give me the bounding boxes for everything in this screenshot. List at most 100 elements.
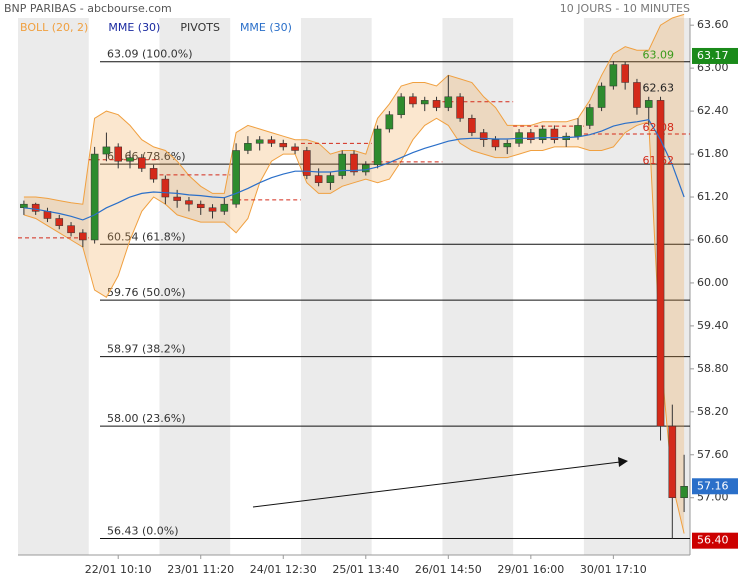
candle-body bbox=[126, 157, 134, 162]
candle-body bbox=[232, 150, 240, 205]
candle-body bbox=[338, 153, 346, 176]
y-tick-label: 60.60 bbox=[697, 233, 729, 246]
y-tick-label: 57.60 bbox=[697, 448, 729, 461]
fibonacci-label: 59.76 (50.0%) bbox=[107, 286, 186, 299]
price-box-label: 63.17 bbox=[697, 49, 729, 62]
candle-body bbox=[491, 139, 500, 148]
candle-body bbox=[90, 153, 99, 241]
price-box bbox=[692, 478, 738, 495]
price-box-label: 56.40 bbox=[697, 534, 729, 547]
candle-body bbox=[79, 232, 87, 241]
price-label: 61.62 bbox=[643, 154, 675, 167]
candle-body bbox=[385, 114, 394, 130]
bollinger-lower bbox=[23, 117, 685, 534]
candle-body bbox=[680, 486, 688, 498]
price-label: 62.08 bbox=[643, 121, 675, 134]
x-tick-label: 29/01 16:00 bbox=[497, 563, 564, 576]
x-tick-label: 24/01 12:30 bbox=[250, 563, 317, 576]
y-tick-label: 59.40 bbox=[697, 319, 729, 332]
day-band bbox=[159, 18, 231, 555]
candle-body bbox=[114, 146, 122, 162]
candle-body bbox=[31, 203, 40, 212]
candle-body bbox=[609, 64, 618, 87]
candle-body bbox=[633, 82, 641, 108]
candle-body bbox=[255, 139, 264, 144]
legend-entry: BOLL (20, 2) bbox=[20, 21, 88, 34]
annotation-arrow bbox=[252, 461, 621, 508]
candle-body bbox=[644, 100, 653, 108]
candle-body bbox=[373, 128, 382, 166]
candle-body bbox=[220, 203, 229, 212]
fibonacci-label: 63.09 (100.0%) bbox=[107, 48, 193, 61]
candle-body bbox=[279, 143, 288, 148]
x-tick-label: 26/01 14:50 bbox=[415, 563, 482, 576]
candle-body bbox=[409, 96, 417, 105]
day-band bbox=[300, 18, 372, 555]
fibonacci-label: 58.00 (23.6%) bbox=[107, 412, 186, 425]
y-tick-label: 61.20 bbox=[697, 190, 729, 203]
candle-body bbox=[362, 164, 370, 173]
candle-body bbox=[656, 100, 665, 427]
chart-title: BNP PARIBAS - abcbourse.com bbox=[4, 2, 172, 15]
candle-body bbox=[420, 100, 429, 105]
candle-body bbox=[550, 128, 559, 140]
candle-body bbox=[432, 100, 441, 108]
legend-entry: PIVOTS bbox=[180, 21, 220, 34]
candle-body bbox=[138, 157, 146, 169]
candle-body bbox=[621, 64, 629, 83]
x-tick-label: 23/01 11:20 bbox=[167, 563, 234, 576]
candle-body bbox=[196, 203, 205, 209]
fibonacci-label: 56.43 (0.0%) bbox=[107, 525, 179, 538]
legend-entry: MME (30) bbox=[108, 21, 160, 34]
candle-body bbox=[303, 150, 311, 176]
price-box-label: 57.16 bbox=[697, 479, 729, 492]
candle-body bbox=[267, 139, 276, 144]
legend-entry: MME (30) bbox=[240, 21, 292, 34]
y-tick-label: 63.60 bbox=[697, 18, 729, 31]
candle-body bbox=[326, 175, 335, 183]
candle-body bbox=[468, 118, 476, 133]
candle-body bbox=[586, 107, 594, 126]
candle-body bbox=[456, 96, 464, 119]
price-label: 62.63 bbox=[643, 82, 675, 95]
candle-body bbox=[173, 196, 181, 201]
candle-body bbox=[503, 143, 512, 148]
candle-body bbox=[397, 96, 405, 115]
y-tick-label: 58.80 bbox=[697, 362, 729, 375]
arrow-head bbox=[618, 457, 628, 467]
y-tick-label: 62.40 bbox=[697, 104, 729, 117]
candle-body bbox=[291, 146, 299, 151]
y-tick-label: 61.80 bbox=[697, 147, 729, 160]
candle-body bbox=[597, 85, 606, 108]
chart-subtitle: 10 JOURS - 10 MINUTES bbox=[560, 2, 690, 15]
fibonacci-label: 58.97 (38.2%) bbox=[107, 343, 186, 356]
x-tick-label: 22/01 10:10 bbox=[85, 563, 152, 576]
candle-body bbox=[527, 132, 535, 140]
candle-body bbox=[161, 178, 170, 198]
price-box bbox=[692, 532, 738, 549]
candle-body bbox=[102, 146, 111, 155]
candle-body bbox=[185, 200, 193, 205]
candle-body bbox=[479, 132, 488, 140]
candle-body bbox=[314, 175, 323, 183]
day-band bbox=[442, 18, 514, 555]
fibonacci-label: 60.54 (61.8%) bbox=[107, 230, 186, 243]
candle-body bbox=[538, 128, 547, 140]
candle-body bbox=[20, 203, 28, 209]
x-tick-label: 30/01 17:10 bbox=[580, 563, 647, 576]
candle-body bbox=[444, 96, 453, 108]
y-tick-label: 60.00 bbox=[697, 276, 729, 289]
candle-body bbox=[208, 207, 217, 212]
candle-body bbox=[668, 425, 677, 498]
x-tick-label: 25/01 13:40 bbox=[332, 563, 399, 576]
y-tick-label: 63.00 bbox=[697, 61, 729, 74]
y-tick-label: 58.20 bbox=[697, 405, 729, 418]
price-box bbox=[692, 47, 738, 64]
candle-body bbox=[43, 211, 52, 219]
candle-body bbox=[574, 125, 582, 137]
mme-line bbox=[23, 119, 685, 221]
price-label: 63.09 bbox=[643, 49, 675, 62]
candle-body bbox=[67, 225, 75, 234]
candle-body bbox=[149, 168, 158, 180]
